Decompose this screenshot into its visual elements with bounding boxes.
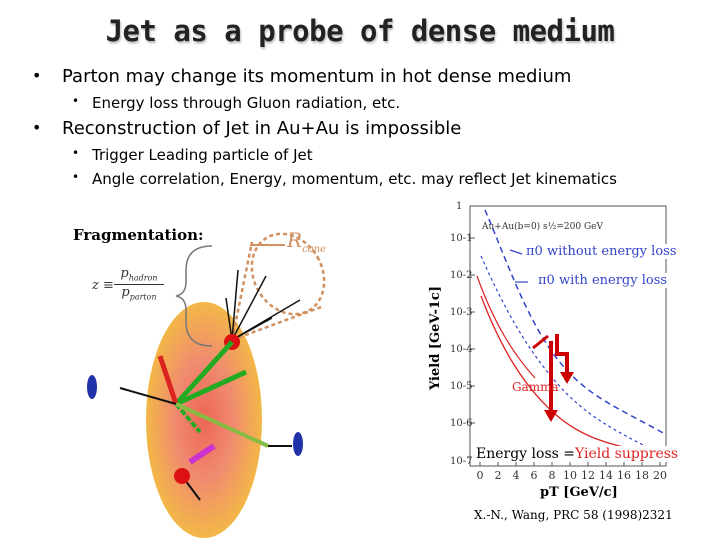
reference: X.-N., Wang, PRC 58 (1998)2321: [474, 508, 673, 522]
sub-bullet-text: Trigger Leading particle of Jet: [92, 146, 313, 164]
formula-den: p: [121, 284, 130, 300]
jet-diagram: [87, 232, 326, 538]
formula-num: p: [120, 266, 129, 281]
y-tick-label: 10-4: [450, 344, 473, 355]
sub-bullet-2-1: • Trigger Leading particle of Jet: [72, 146, 313, 164]
x-tick-label: 0: [476, 469, 484, 482]
bullet-dot: •: [72, 170, 80, 184]
x-tick-label: 14: [599, 469, 613, 482]
curve-with-loss: [480, 295, 666, 459]
cone-label-sub: cone: [302, 244, 327, 255]
formula-fraction: phadron pparton: [114, 266, 164, 301]
label-energy-loss: Energy loss =Yield suppress: [476, 446, 679, 462]
y-axis-label: Yield [GeV-1c]: [428, 286, 443, 390]
bullet-dot: •: [72, 94, 80, 108]
brace: [175, 245, 213, 347]
legend-header: Au+Au(b=0) s½=200 GeV: [482, 222, 603, 232]
sub-bullet-text: Energy loss through Gluon radiation, etc…: [92, 94, 401, 112]
bullet-1: • Parton may change its momentum in hot …: [32, 66, 572, 87]
label-without-loss: π0 without energy loss: [526, 244, 677, 259]
bullet-1-text: Parton may change its momentum in hot de…: [62, 66, 572, 87]
detector-left: [87, 375, 97, 399]
cone-label-r: R: [287, 228, 303, 252]
y-tick-label: 10-6: [450, 418, 473, 429]
x-tick-label: 16: [617, 469, 631, 482]
fragmentation-label: Fragmentation:: [73, 226, 204, 244]
bullet-dot: •: [32, 118, 42, 137]
jet-cone: [230, 241, 325, 342]
sub-bullet-2-2: • Angle correlation, Energy, momentum, e…: [72, 170, 617, 188]
suppress-arrow-1: [532, 334, 549, 350]
y-tick-label: 10-7: [450, 456, 473, 467]
label-with-loss: π0 with energy loss: [538, 273, 668, 288]
formula-den-sub: parton: [129, 292, 157, 302]
y-tick-label: 10-2: [450, 270, 473, 281]
curve-with-loss-dash: [480, 255, 666, 457]
formula-lhs: z ≡: [92, 278, 114, 293]
y-tick-label: 1: [456, 201, 463, 212]
bullet-2-text: Reconstruction of Jet in Au+Au is imposs…: [62, 118, 462, 139]
x-tick-label: 4: [512, 469, 520, 482]
label-energy-loss-text: Energy loss =: [476, 446, 575, 462]
detector-right: [293, 432, 303, 456]
y-tick-label: 10-5: [450, 381, 473, 392]
formula-num-sub: hadron: [128, 273, 158, 283]
bullet-dot: •: [32, 66, 42, 85]
away-parton: [174, 468, 190, 484]
bullet-2: • Reconstruction of Jet in Au+Au is impo…: [32, 118, 462, 139]
x-axis-label: pT [GeV/c]: [540, 485, 618, 500]
curve-gamma: [476, 275, 536, 379]
x-tick-label: 2: [494, 469, 502, 482]
suppress-arrow-3: [555, 334, 569, 374]
x-tick-label: 8: [548, 469, 556, 482]
yield-plot: [469, 205, 667, 467]
bullet-dot: •: [72, 146, 80, 160]
medium-fireball: [146, 302, 262, 538]
y-tick-label: 10-1: [450, 233, 473, 244]
x-tick-label: 10: [563, 469, 577, 482]
x-tick-label: 6: [530, 469, 538, 482]
sub-bullet-1-1: • Energy loss through Gluon radiation, e…: [72, 94, 401, 112]
label-yield-suppress: Yield suppress: [575, 446, 679, 462]
label-gamma: Gamma: [512, 380, 559, 394]
curve-without-loss: [484, 209, 666, 435]
x-tick-label: 18: [635, 469, 649, 482]
cone-label: Rcone: [287, 228, 326, 255]
y-tick-label: 10-3: [450, 307, 473, 318]
x-tick-label: 12: [581, 469, 595, 482]
slide-title: Jet as a probe of dense medium: [105, 14, 615, 48]
sub-bullet-text: Angle correlation, Energy, momentum, etc…: [92, 170, 617, 188]
x-tick-label: 20: [653, 469, 667, 482]
